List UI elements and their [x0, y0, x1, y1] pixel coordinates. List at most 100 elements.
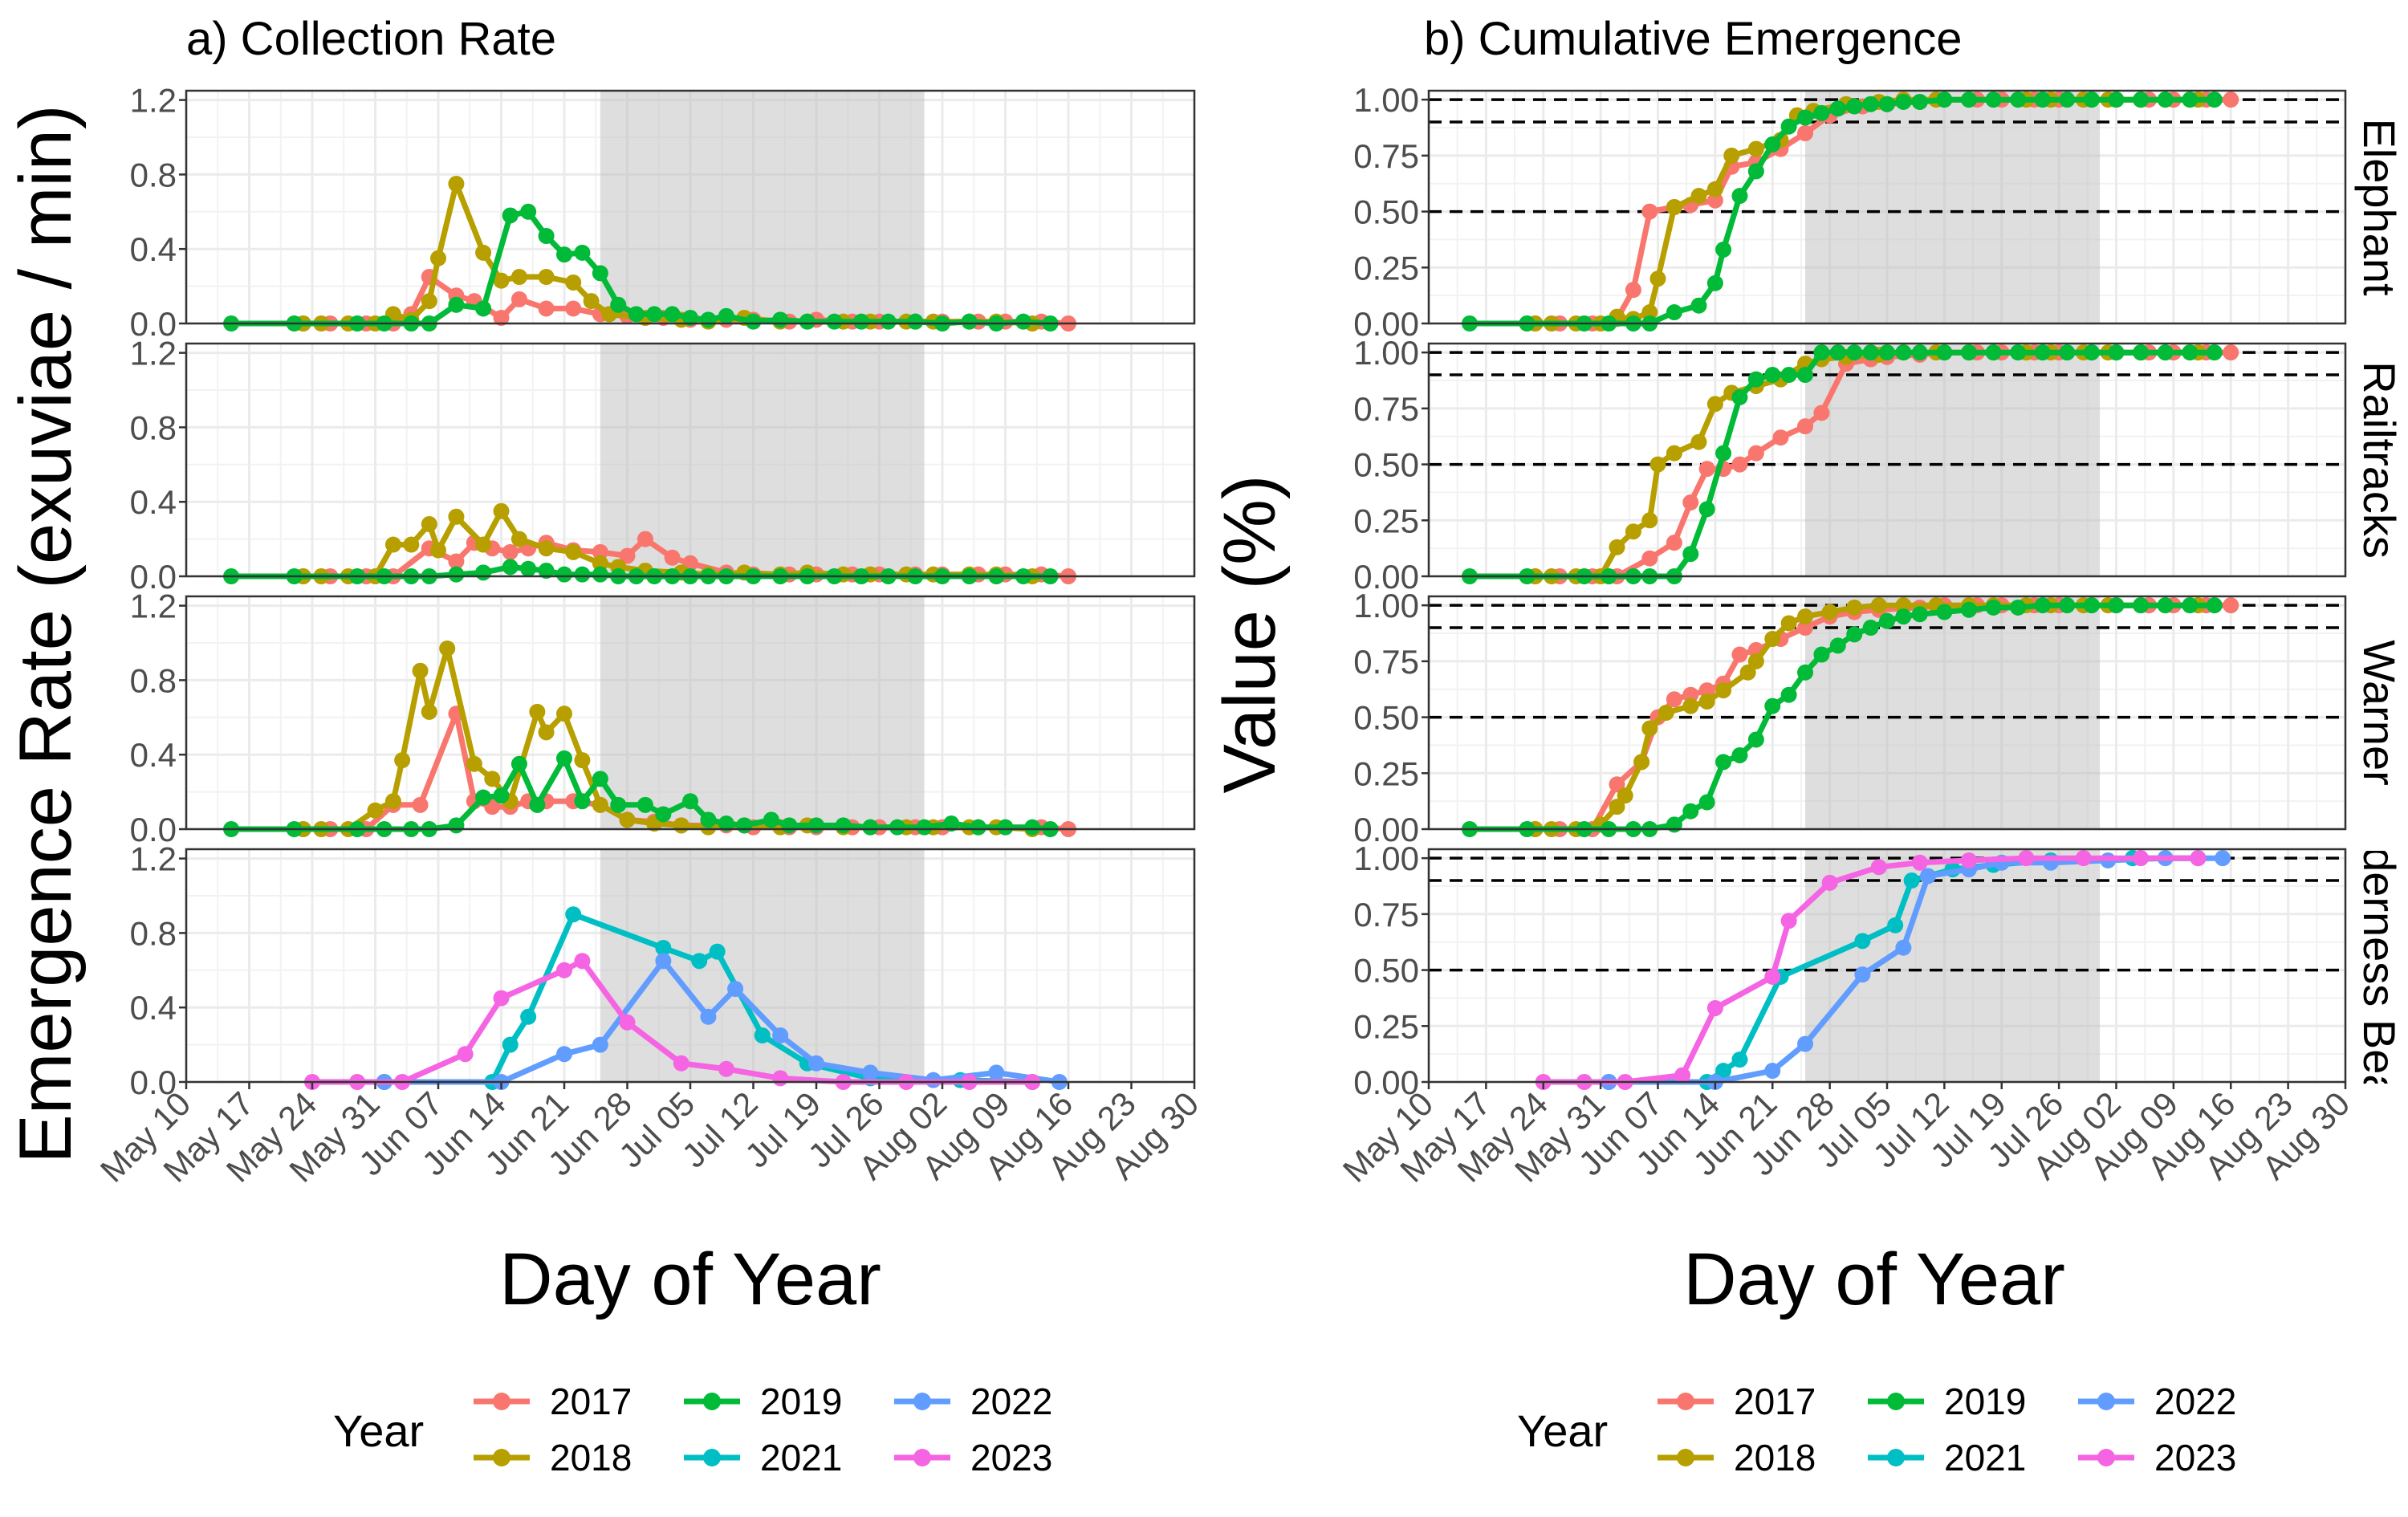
data-point: [664, 306, 681, 323]
data-point: [421, 516, 437, 533]
legend-item-2019: 2019: [1868, 1381, 2026, 1422]
data-point: [1747, 731, 1764, 748]
legend-b: Year 2017 2018 2019 2021 2022 2023: [1517, 1381, 2236, 1478]
data-point: [448, 508, 465, 525]
data-point: [394, 752, 411, 769]
data-point: [1690, 188, 1707, 205]
data-point: [1797, 109, 1814, 126]
data-point: [610, 796, 627, 813]
data-point: [439, 640, 456, 657]
data-point: [664, 549, 681, 566]
data-point: [1936, 92, 1953, 108]
data-point: [1895, 597, 1912, 614]
data-point: [574, 793, 591, 810]
data-point: [1813, 405, 1830, 421]
legend-item-2018: 2018: [474, 1437, 632, 1478]
legend-key-point: [913, 1393, 931, 1410]
data-point: [772, 311, 789, 328]
data-point: [538, 227, 555, 244]
data-point: [493, 272, 510, 289]
y-tick-label: 1.2: [130, 82, 177, 120]
data-point: [2157, 344, 2174, 361]
data-point: [2010, 344, 2027, 361]
legend-a: Year 2017 2018 2019 2021 2022 2023: [333, 1381, 1052, 1478]
y-tick-label: 1.2: [130, 335, 177, 372]
legend-key-point: [913, 1449, 931, 1466]
data-point: [2157, 92, 2174, 108]
data-point: [1895, 939, 1912, 956]
legend-item-2022: 2022: [894, 1381, 1052, 1422]
series-2023: [1535, 850, 2207, 1090]
data-point: [430, 542, 446, 559]
panel-b-y-axis-title: Value (%): [1209, 474, 1291, 793]
data-point: [538, 540, 555, 557]
data-point: [1813, 344, 1830, 361]
data-point: [862, 819, 879, 836]
data-point: [520, 560, 537, 577]
panel-a: a) Collection Rate Emergence Rate (exuvi…: [5, 13, 1206, 1320]
legend-key-point: [1677, 1393, 1694, 1410]
data-point: [2133, 850, 2150, 867]
data-point: [1780, 913, 1797, 929]
data-point: [565, 274, 582, 291]
panel-a-facet-1: 0.0 0.4 0.8 1.2: [130, 335, 1196, 596]
panel-b-x-axis-title: Day of Year: [1683, 1238, 2065, 1320]
y-tick-label: 0.0: [130, 811, 177, 848]
data-point: [448, 176, 465, 192]
data-point: [1649, 456, 1666, 473]
data-point: [970, 819, 986, 836]
y-tick-label: 0.0: [130, 1064, 177, 1101]
data-point: [808, 1055, 824, 1072]
data-point: [2010, 599, 2027, 616]
panel-b-facets: 0.00 0.25 0.50 0.75 1.00 Elephant 0.00 0.25 0.50…: [1353, 81, 2405, 1101]
data-point: [700, 811, 717, 828]
data-point: [1666, 445, 1682, 462]
data-point: [574, 244, 591, 261]
data-point: [592, 265, 608, 282]
data-point: [1764, 630, 1781, 647]
y-tick-label: 0.50: [1353, 446, 1419, 484]
data-point: [655, 806, 672, 823]
data-point: [2059, 597, 2076, 614]
data-point: [1698, 794, 1715, 811]
data-point: [907, 313, 924, 330]
data-point: [475, 244, 492, 261]
legend-item-label: 2021: [1944, 1437, 2026, 1478]
data-point: [1706, 192, 1723, 209]
data-point: [1797, 1035, 1814, 1052]
panel-b-facet-0: 0.00 0.25 0.50 0.75 1.00 Elephant: [1353, 81, 2405, 343]
data-point: [1821, 604, 1838, 620]
strip-group: Elephant: [2354, 118, 2405, 296]
data-point: [1682, 686, 1699, 703]
data-point: [1641, 203, 1658, 220]
data-point: [1609, 799, 1625, 815]
data-point: [2215, 850, 2231, 867]
legend-item-2023: 2023: [2078, 1437, 2236, 1478]
data-point: [1846, 98, 1863, 115]
data-point: [475, 564, 492, 581]
legend-item-label: 2019: [760, 1381, 842, 1422]
legend-key-point: [1677, 1449, 1694, 1466]
data-point: [556, 706, 572, 722]
data-point: [2010, 92, 2027, 108]
data-point: [1739, 664, 1756, 681]
data-point: [1731, 456, 1748, 473]
y-tick-label: 0.75: [1353, 896, 1419, 933]
legend-item-label: 2022: [970, 1381, 1052, 1422]
data-point: [1895, 93, 1912, 110]
y-tick-label: 0.4: [130, 989, 177, 1027]
data-point: [2206, 92, 2223, 108]
series-2019: [1461, 597, 2223, 837]
data-point: [1731, 388, 1748, 405]
y-tick-label: 0.50: [1353, 952, 1419, 990]
data-point: [412, 662, 429, 679]
facet-border: [1427, 342, 2347, 578]
data-point: [2133, 344, 2150, 361]
data-point: [1936, 604, 1953, 620]
data-point: [421, 703, 437, 720]
facet-border: [1427, 89, 2347, 325]
data-point: [1813, 646, 1830, 663]
data-point: [574, 752, 591, 769]
data-point: [2133, 92, 2150, 108]
data-point: [538, 724, 555, 741]
